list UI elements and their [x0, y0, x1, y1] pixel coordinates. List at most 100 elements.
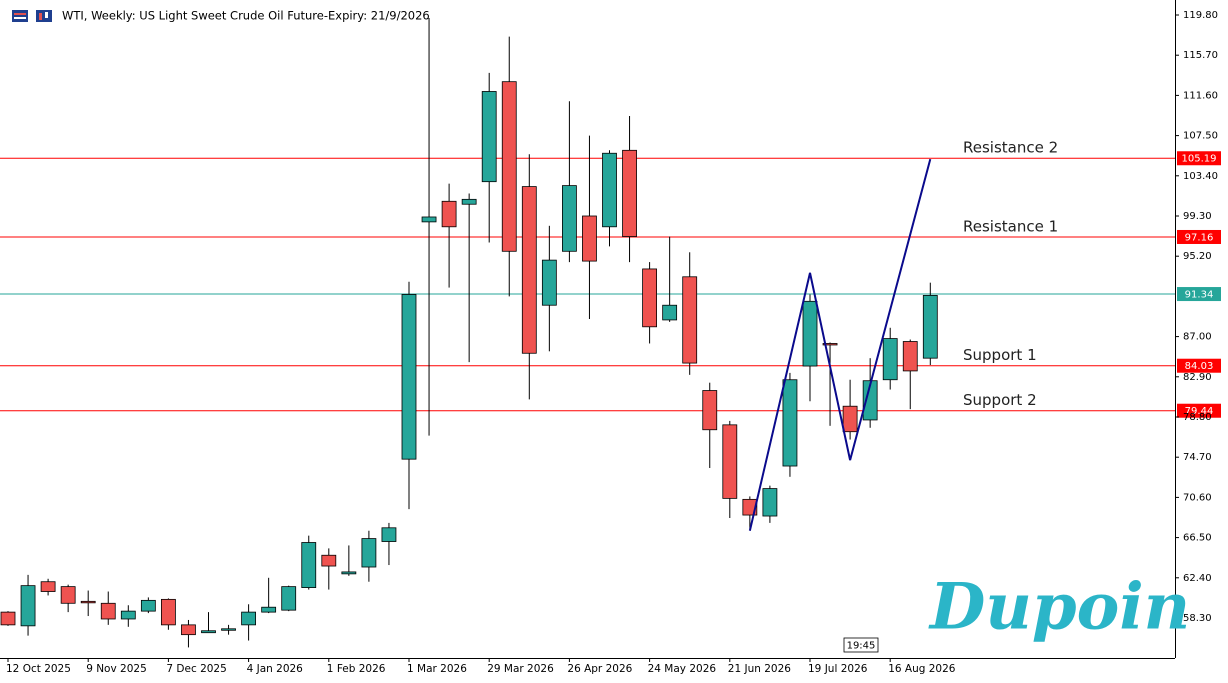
- candle-body: [181, 624, 196, 636]
- y-tick-label: 87.00: [1183, 332, 1212, 343]
- level-tag: [1177, 358, 1221, 373]
- candle-body: [40, 581, 56, 592]
- icon: [39, 13, 42, 20]
- candle-body: [501, 81, 517, 252]
- y-tick-label: 107.50: [1183, 131, 1218, 142]
- level-value: 105.19: [1182, 154, 1217, 165]
- candle-body: [722, 424, 738, 499]
- level-value: 84.03: [1185, 361, 1214, 372]
- y-tick-label: 78.80: [1183, 412, 1212, 423]
- candle-body: [20, 585, 36, 627]
- candle-body: [882, 338, 898, 381]
- candle-body: [822, 343, 838, 346]
- candle-body: [0, 611, 16, 626]
- candle-body: [401, 294, 417, 460]
- candle-body: [682, 276, 698, 364]
- y-tick-label: 82.90: [1183, 372, 1212, 383]
- candle-body: [441, 200, 457, 228]
- x-tick-label: 29 Mar 2026: [487, 663, 554, 675]
- icon: [14, 13, 26, 15]
- x-tick-label: 1 Feb 2026: [327, 663, 386, 675]
- x-tick-label: 21 Jun 2026: [728, 663, 791, 675]
- candle-body: [862, 380, 878, 421]
- candle-body: [421, 216, 437, 223]
- candle-body: [341, 571, 357, 575]
- level-value: 97.16: [1185, 232, 1214, 243]
- x-tick-label: 1 Mar 2026: [407, 663, 467, 675]
- level-tag: [1177, 403, 1221, 418]
- candle-body: [662, 304, 678, 321]
- candle-body: [702, 390, 718, 431]
- candle-body: [802, 300, 818, 367]
- level-name: Support 2: [963, 391, 1037, 409]
- y-tick-label: 66.50: [1183, 533, 1212, 544]
- y-tick-label: 70.60: [1183, 492, 1212, 503]
- time-marker: 19:45: [847, 641, 876, 652]
- candle-body: [562, 185, 577, 252]
- level-name: Support 1: [963, 346, 1037, 364]
- candle-body: [762, 488, 778, 517]
- x-tick-label: 4 Jan 2026: [247, 663, 304, 675]
- icon: [45, 12, 48, 18]
- level-value: 79.44: [1185, 406, 1214, 417]
- candle-body: [782, 379, 798, 467]
- candle-body: [100, 602, 116, 620]
- candle-body: [842, 405, 858, 433]
- icon: [14, 17, 26, 19]
- candle-body: [201, 630, 216, 634]
- level-tag: [1177, 229, 1221, 244]
- toolbar-icons: [12, 10, 52, 22]
- level-tag: [1177, 287, 1221, 302]
- candle-body: [541, 259, 557, 306]
- candle-body: [461, 198, 477, 205]
- x-tick-label: 24 May 2026: [648, 663, 717, 675]
- y-tick-label: 103.40: [1183, 171, 1218, 182]
- candle-body: [281, 586, 297, 611]
- chart-title: WTI, Weekly: US Light Sweet Crude Oil Fu…: [62, 9, 430, 23]
- icon: [36, 10, 52, 22]
- candle-body: [120, 610, 136, 620]
- candle-body: [301, 542, 317, 589]
- x-tick-label: 7 Dec 2025: [166, 663, 226, 675]
- candle-body: [642, 268, 657, 328]
- y-tick-label: 115.70: [1183, 50, 1218, 61]
- candle-body: [481, 91, 497, 183]
- candle-body: [160, 598, 176, 626]
- candle-body: [902, 341, 918, 372]
- candle-body: [80, 600, 96, 604]
- y-tick-label: 95.20: [1183, 251, 1212, 262]
- level-name: Resistance 2: [963, 139, 1058, 157]
- candle-body: [922, 295, 938, 359]
- candle-body: [742, 498, 758, 516]
- y-tick-label: 58.30: [1183, 613, 1212, 624]
- candle-body: [140, 599, 156, 612]
- y-tick-label: 111.60: [1183, 90, 1218, 101]
- y-tick-label: 62.40: [1183, 573, 1212, 584]
- candle-body: [241, 611, 257, 626]
- x-tick-label: 26 Apr 2026: [567, 663, 632, 675]
- level-value: 91.34: [1185, 290, 1214, 301]
- y-tick-label: 99.30: [1183, 211, 1212, 222]
- x-tick-label: 19 Jul 2026: [808, 663, 868, 675]
- level-name: Resistance 1: [963, 217, 1058, 235]
- level-tag: [1177, 151, 1221, 166]
- y-tick-label: 119.80: [1183, 10, 1218, 21]
- time-marker-box: [843, 637, 879, 653]
- candle-body: [60, 586, 76, 604]
- candle-body: [622, 149, 637, 237]
- candle-body: [582, 215, 597, 262]
- pattern-line: [748, 158, 932, 531]
- candle-body: [381, 527, 397, 542]
- icon: [12, 10, 28, 22]
- candle-body: [221, 628, 236, 631]
- candle-body: [261, 606, 277, 613]
- candle-body: [321, 554, 337, 567]
- x-tick-label: 12 Oct 2025: [6, 663, 71, 675]
- y-tick-label: 74.70: [1183, 452, 1212, 463]
- x-tick-label: 9 Nov 2025: [86, 663, 147, 675]
- candle-body: [361, 538, 377, 568]
- candle-body: [521, 186, 537, 354]
- candle-body: [602, 152, 617, 228]
